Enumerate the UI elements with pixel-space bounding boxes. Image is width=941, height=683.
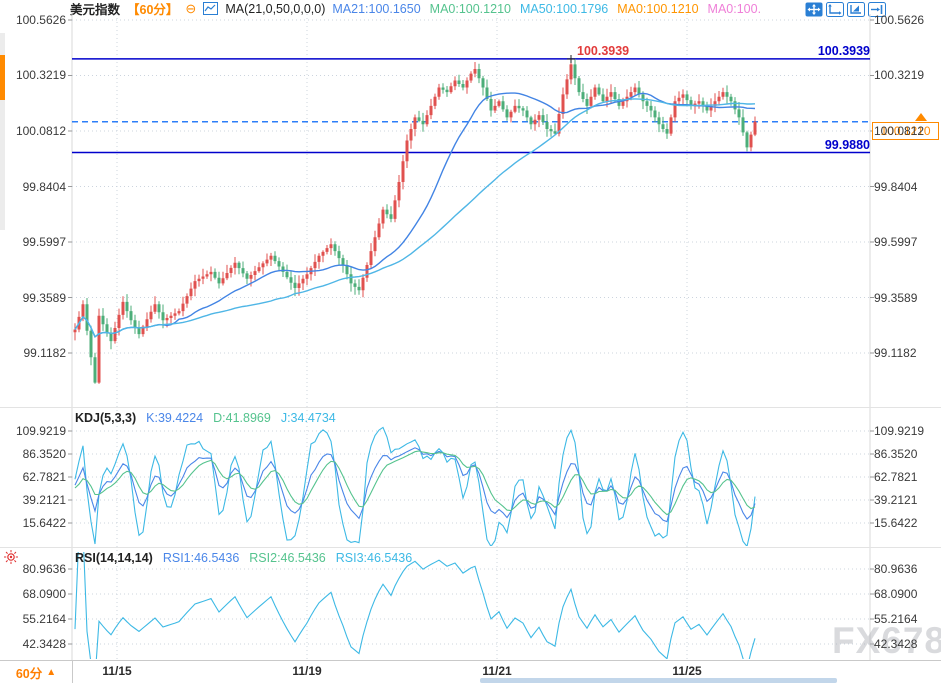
kdj-k-value: K:39.4224 bbox=[146, 411, 204, 425]
price-axis-label-right: 100.0812 bbox=[874, 123, 925, 138]
kdj-axis-label-right: 15.6422 bbox=[874, 516, 918, 530]
price-axis-label-left: 100.0812 bbox=[15, 123, 66, 138]
fit-axes-icon[interactable] bbox=[826, 2, 844, 17]
kdj-header[interactable]: KDJ(5,3,3) K:39.4224 D:41.8969 J:34.4734 bbox=[75, 411, 336, 425]
kdj-axis-label-right: 62.7821 bbox=[874, 469, 918, 484]
price-axis-label-right: 99.1182 bbox=[874, 346, 917, 360]
price-axis-label-left: 99.5997 bbox=[22, 234, 66, 249]
rsi-title: RSI(14,14,14) bbox=[75, 551, 153, 565]
date-axis-label: 11/25 bbox=[672, 664, 702, 678]
sun-indicator-icon[interactable] bbox=[3, 549, 19, 565]
support-label-right: 99.9880 bbox=[824, 138, 870, 152]
kdj-axis-label-right: 86.3520 bbox=[874, 446, 918, 461]
price-axis-label-right: 99.8404 bbox=[874, 179, 918, 194]
price-axis-label-left: 99.8404 bbox=[22, 179, 66, 194]
candlestick-series bbox=[73, 55, 757, 384]
kdj-axis-label-left: 62.7821 bbox=[22, 469, 66, 484]
pan-icon[interactable] bbox=[805, 2, 823, 17]
kdj-d-line bbox=[74, 450, 756, 516]
triangle-up-icon: ▲ bbox=[46, 666, 57, 678]
rsi-header[interactable]: RSI(14,14,14) RSI1:46.5436 RSI2:46.5436 … bbox=[75, 551, 412, 565]
price-axis-label-left: 100.5626 bbox=[15, 13, 66, 27]
kdj-axis-label-right: 39.2121 bbox=[874, 493, 918, 507]
rsi-axis-label-left: 68.0900 bbox=[22, 587, 66, 601]
price-axis-label-right: 100.5626 bbox=[874, 13, 925, 27]
rsi3-value: RSI3:46.5436 bbox=[335, 551, 413, 565]
scale-icon[interactable] bbox=[847, 2, 865, 17]
resistance-label-right: 100.3939 bbox=[817, 44, 870, 58]
price-axis-label-left: 100.3219 bbox=[15, 68, 66, 83]
date-axis-label: 11/15 bbox=[102, 664, 132, 678]
left-scrollbar-thumb[interactable] bbox=[0, 55, 5, 100]
panel-separator bbox=[0, 407, 941, 408]
collapse-icon[interactable]: ⊖ bbox=[185, 1, 197, 16]
rsi-axis-label-right: 68.0900 bbox=[874, 587, 918, 601]
price-axis-label-right: 99.3589 bbox=[874, 290, 918, 305]
move-right-icon[interactable] bbox=[868, 2, 886, 17]
period-tag[interactable]: 【60分】 bbox=[127, 3, 179, 17]
time-axis-bar bbox=[0, 660, 941, 683]
kdj-j-value: J:34.4734 bbox=[280, 411, 336, 425]
price-axis-label-left: 99.3589 bbox=[22, 290, 66, 305]
price-axis-label-right: 99.5997 bbox=[874, 234, 918, 249]
ma-value-3: MA0:100.1210 bbox=[617, 1, 699, 16]
bottombar-divider bbox=[72, 660, 73, 683]
period-selector-label: 60分 bbox=[15, 666, 43, 681]
kdj-axis-label-left: 39.2121 bbox=[22, 493, 66, 507]
price-up-arrow-icon bbox=[915, 113, 927, 121]
left-scrollbar[interactable] bbox=[0, 33, 5, 230]
rsi-axis-label-left: 80.9636 bbox=[22, 562, 66, 576]
kdj-axis-label-left: 15.6422 bbox=[22, 516, 66, 530]
kdj-d-value: D:41.8969 bbox=[213, 411, 271, 425]
ma-value-0: MA21:100.1650 bbox=[332, 1, 421, 16]
kdj-axis-label-left: 109.9219 bbox=[15, 424, 66, 438]
rsi1-value: RSI1:46.5436 bbox=[162, 551, 240, 565]
chart-type-icon[interactable] bbox=[203, 2, 219, 15]
rsi-axis-label-right: 42.3428 bbox=[874, 637, 918, 651]
kdj-axis-label-left: 86.3520 bbox=[22, 446, 66, 461]
ma-settings-label[interactable]: MA(21,0,50,0,0,0) bbox=[225, 1, 326, 16]
kdj-title: KDJ(5,3,3) bbox=[75, 411, 137, 425]
ma-value-1: MA0:100.1210 bbox=[429, 1, 511, 16]
price-axis-label-right: 100.3219 bbox=[874, 68, 925, 83]
rsi-axis-label-right: 55.2164 bbox=[874, 612, 918, 626]
rsi-axis-label-right: 80.9636 bbox=[874, 562, 918, 576]
period-selector-button[interactable]: 60分 ▲ bbox=[0, 661, 72, 683]
chart-header: 美元指数 【60分】 ⊖ MA(21,0,50,0,0,0) MA21:100.… bbox=[70, 1, 761, 18]
rsi-line bbox=[74, 552, 756, 659]
ma21-line bbox=[74, 92, 756, 338]
kdj-axis-label-right: 109.9219 bbox=[874, 424, 925, 438]
symbol-title: 美元指数 bbox=[70, 3, 121, 17]
rsi-axis-label-left: 42.3428 bbox=[22, 637, 66, 651]
chart-toolbar bbox=[805, 2, 886, 17]
rsi-axis-label-left: 55.2164 bbox=[22, 612, 66, 626]
rsi2-value: RSI2:46.5436 bbox=[249, 551, 326, 565]
horizontal-scrollbar-thumb[interactable] bbox=[480, 678, 837, 683]
ma50-line bbox=[74, 98, 756, 338]
current-price-badge: 100.1210 bbox=[872, 122, 939, 140]
ma-value-4: MA0:100. bbox=[707, 1, 762, 16]
panel-separator bbox=[0, 547, 941, 548]
ma-value-2: MA50:100.1796 bbox=[519, 1, 609, 16]
price-axis-label-left: 99.1182 bbox=[23, 346, 67, 360]
kdj-j-line bbox=[74, 426, 756, 546]
ma-values-group: MA21:100.1650 MA0:100.1210 MA50:100.1796 MA… bbox=[332, 2, 761, 16]
date-axis-label: 11/21 bbox=[482, 664, 512, 678]
date-axis-label: 11/19 bbox=[292, 664, 322, 678]
resistance-label-red: 100.3939 bbox=[577, 44, 630, 58]
